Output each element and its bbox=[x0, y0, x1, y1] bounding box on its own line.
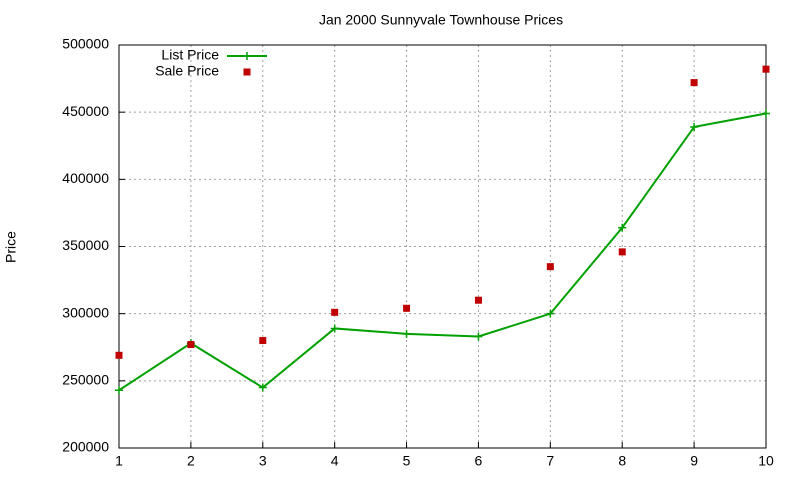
legend-label: List Price bbox=[161, 47, 219, 63]
y-tick-label: 300000 bbox=[62, 304, 109, 320]
point-marker bbox=[259, 337, 267, 345]
x-tick-label: 1 bbox=[115, 453, 123, 469]
y-tick-label: 400000 bbox=[62, 170, 109, 186]
x-tick-label: 3 bbox=[259, 453, 267, 469]
point-marker bbox=[402, 329, 411, 338]
y-tick-label: 500000 bbox=[62, 36, 109, 52]
y-tick-label: 200000 bbox=[62, 439, 109, 455]
point-marker bbox=[115, 351, 123, 359]
point-marker bbox=[258, 383, 267, 392]
point-marker bbox=[331, 308, 339, 316]
x-tick-label: 8 bbox=[618, 453, 626, 469]
point-marker bbox=[690, 122, 699, 131]
plot-frame bbox=[118, 44, 767, 449]
legend-marker bbox=[243, 68, 251, 76]
point-marker bbox=[187, 341, 195, 349]
x-tick-label: 7 bbox=[546, 453, 554, 469]
x-tick-label: 9 bbox=[690, 453, 698, 469]
point-marker bbox=[115, 386, 123, 395]
chart-title: Jan 2000 Sunnyvale Townhouse Prices bbox=[319, 12, 563, 28]
point-marker bbox=[546, 263, 554, 271]
point-marker bbox=[762, 65, 770, 73]
x-tick-label: 6 bbox=[475, 453, 483, 469]
point-marker bbox=[546, 309, 555, 318]
y-axis-label: Price bbox=[3, 231, 19, 263]
point-marker bbox=[474, 332, 483, 341]
x-tick-label: 4 bbox=[331, 453, 339, 469]
legend-label: Sale Price bbox=[155, 63, 219, 79]
point-marker bbox=[330, 324, 339, 333]
point-marker bbox=[618, 248, 626, 256]
y-tick-label: 350000 bbox=[62, 237, 109, 253]
x-tick-label: 5 bbox=[403, 453, 411, 469]
series-line bbox=[118, 112, 767, 392]
y-tick-label: 450000 bbox=[62, 103, 109, 119]
legend-marker bbox=[243, 52, 251, 60]
point-marker bbox=[690, 79, 698, 87]
y-tick-label: 250000 bbox=[62, 372, 109, 388]
point-marker bbox=[403, 304, 411, 312]
x-tick-label: 2 bbox=[187, 453, 195, 469]
point-marker bbox=[762, 109, 770, 118]
point-marker bbox=[618, 223, 627, 232]
x-tick-label: 10 bbox=[758, 453, 774, 469]
point-marker bbox=[474, 296, 482, 304]
